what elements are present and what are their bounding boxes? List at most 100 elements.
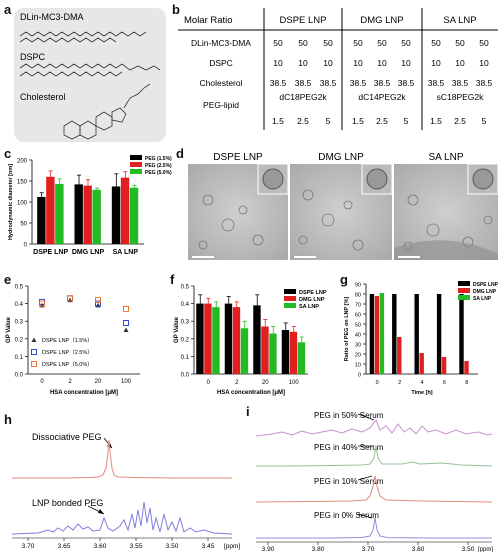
y-tick-label: 200: [17, 159, 28, 165]
table-cell-peg: 2.5: [297, 116, 309, 126]
y-axis-title: Ratio of PEG on LNP [%]: [344, 297, 350, 362]
spectrum-label-0: PEG in 0% Serum: [314, 511, 379, 520]
bar: [37, 196, 46, 244]
bar: [240, 328, 249, 374]
panel-e-label: e: [4, 272, 12, 287]
legend-label: DSPE LNP（1.5%）: [42, 337, 93, 344]
scatter-point: [39, 302, 45, 308]
y-tick-label: 0.1: [15, 355, 24, 361]
legend-label: PEG (1.5%): [145, 156, 172, 162]
y-tick-label: 0.5: [181, 285, 190, 291]
table-cell: 50: [401, 38, 411, 48]
panel-a-label: a: [4, 2, 12, 17]
bar: [196, 303, 204, 374]
molecule-label-dspc: DSPC: [20, 52, 46, 62]
table-cell-peg: 1.5: [272, 116, 284, 126]
x-tick-label: 3.65: [58, 543, 71, 550]
table-col-dspe: DSPE LNP: [280, 15, 327, 26]
bar: [369, 294, 375, 374]
y-tick-label: 0: [24, 243, 28, 249]
legend-label: DMG LNP: [299, 297, 325, 303]
bar: [120, 177, 130, 244]
spectrum-label-10: PEG in 10% Serum: [314, 477, 384, 486]
y-tick-label: 0.1: [181, 355, 190, 361]
legend-label: SA LNP: [299, 304, 319, 310]
bar: [281, 330, 290, 374]
table-cell: 50: [431, 38, 441, 48]
table-cell: 38.5: [476, 78, 493, 88]
chart-c: 0 50 100 150 200 DSPE LNP DMG LNP SA LNP Hydrody…: [8, 155, 172, 256]
table-cell: 10: [377, 58, 387, 68]
x-tick-label: 3.45: [202, 543, 215, 550]
bar: [224, 303, 233, 374]
table-cell-peg: 2.5: [376, 116, 388, 126]
panel-h-spectra: Dissociative PEG LNP bonded PEG 3.70 3.65…: [11, 432, 240, 550]
y-axis-title: GP Value: [6, 316, 12, 343]
table-cell: 38.5: [452, 78, 469, 88]
scatter-point: [123, 327, 129, 332]
panel-g-label: g: [340, 272, 348, 287]
bar: [464, 361, 469, 374]
x-tick-label: 100: [289, 380, 300, 386]
legend-label: DMG LNP: [473, 289, 497, 295]
y-tick-label: 0.2: [15, 337, 24, 343]
panel-d-label: d: [176, 146, 184, 161]
table-cell: 50: [479, 38, 489, 48]
bar: [436, 294, 442, 374]
table-cell: 38.5: [398, 78, 415, 88]
legend-swatch: [284, 303, 296, 308]
x-tick-label: 3.80: [312, 546, 325, 552]
bar: [397, 337, 402, 374]
x-tick-label: SA LNP: [113, 249, 139, 256]
bar: [392, 294, 397, 374]
y-tick-label: 10: [355, 363, 361, 369]
legend-label: SA LNP: [473, 296, 492, 302]
x-tick-label: 0: [40, 379, 44, 385]
x-tick-label: DSPE LNP: [33, 249, 68, 256]
y-tick-label: 20: [355, 353, 361, 359]
x-tick-label: 3.60: [412, 546, 425, 552]
table-row-label: DLin-MC3-DMA: [191, 38, 251, 48]
bar: [129, 187, 139, 244]
x-tick-label: 4: [420, 380, 423, 386]
table-cell-peg: 1.5: [430, 116, 442, 126]
molecule-label-mc3: DLin-MC3-DMA: [20, 12, 84, 22]
legend-marker: [31, 361, 37, 367]
y-tick-label: 80: [355, 293, 361, 299]
chart-g: 0 10 20 30 40 50 60 70 80 90 0 2 4 6 8 Ratio of PEG on …: [344, 281, 498, 396]
x-tick-label: 0: [207, 380, 211, 386]
x-axis-title: HSA concentration [μM]: [217, 390, 285, 396]
panel-b-table: Molar Ratio DSPE LNP DMG LNP SA LNP DLin…: [178, 8, 498, 130]
bar: [212, 307, 220, 374]
scatter-point: [123, 305, 129, 312]
y-tick-label: 70: [355, 303, 361, 309]
y-tick-label: 0.0: [15, 373, 24, 379]
spectrum-label-dissociative: Dissociative PEG: [32, 432, 102, 442]
bar: [441, 357, 447, 374]
chart-f: 0.0 0.1 0.2 0.3 0.4 0.5 0 2 20 100 GP Value HSA con…: [174, 285, 327, 397]
bar: [419, 353, 424, 374]
table-cell: 38.5: [270, 78, 287, 88]
legend-swatch: [458, 288, 470, 293]
x-axis-title: HSA concentration [μM]: [50, 390, 118, 396]
bar: [111, 186, 121, 244]
bar: [232, 307, 241, 374]
table-cell: 10: [479, 58, 489, 68]
cryo-title-sa: SA LNP: [428, 152, 463, 163]
table-row-label: Cholesterol: [200, 78, 243, 88]
bar: [297, 342, 306, 374]
peg-type-dspe: dC18PEG2k: [279, 92, 327, 102]
y-tick-label: 30: [355, 343, 361, 349]
molecule-label-cholesterol: Cholesterol: [20, 92, 66, 102]
bar: [414, 294, 419, 374]
x-tick-label: 8: [465, 380, 468, 386]
legend-swatch: [284, 296, 296, 301]
x-tick-label: 2: [235, 380, 239, 386]
x-tick-label: 3.90: [262, 546, 275, 552]
x-tick-label: 3.60: [94, 543, 107, 550]
scatter-point: [67, 295, 73, 302]
cryo-title-dmg: DMG LNP: [318, 152, 364, 163]
spectrum-label-40: PEG in 40% Serum: [314, 443, 384, 452]
scatter-point: [67, 297, 73, 303]
panel-d-images: DSPE LNP DMG LNP SA LNP: [188, 152, 498, 260]
